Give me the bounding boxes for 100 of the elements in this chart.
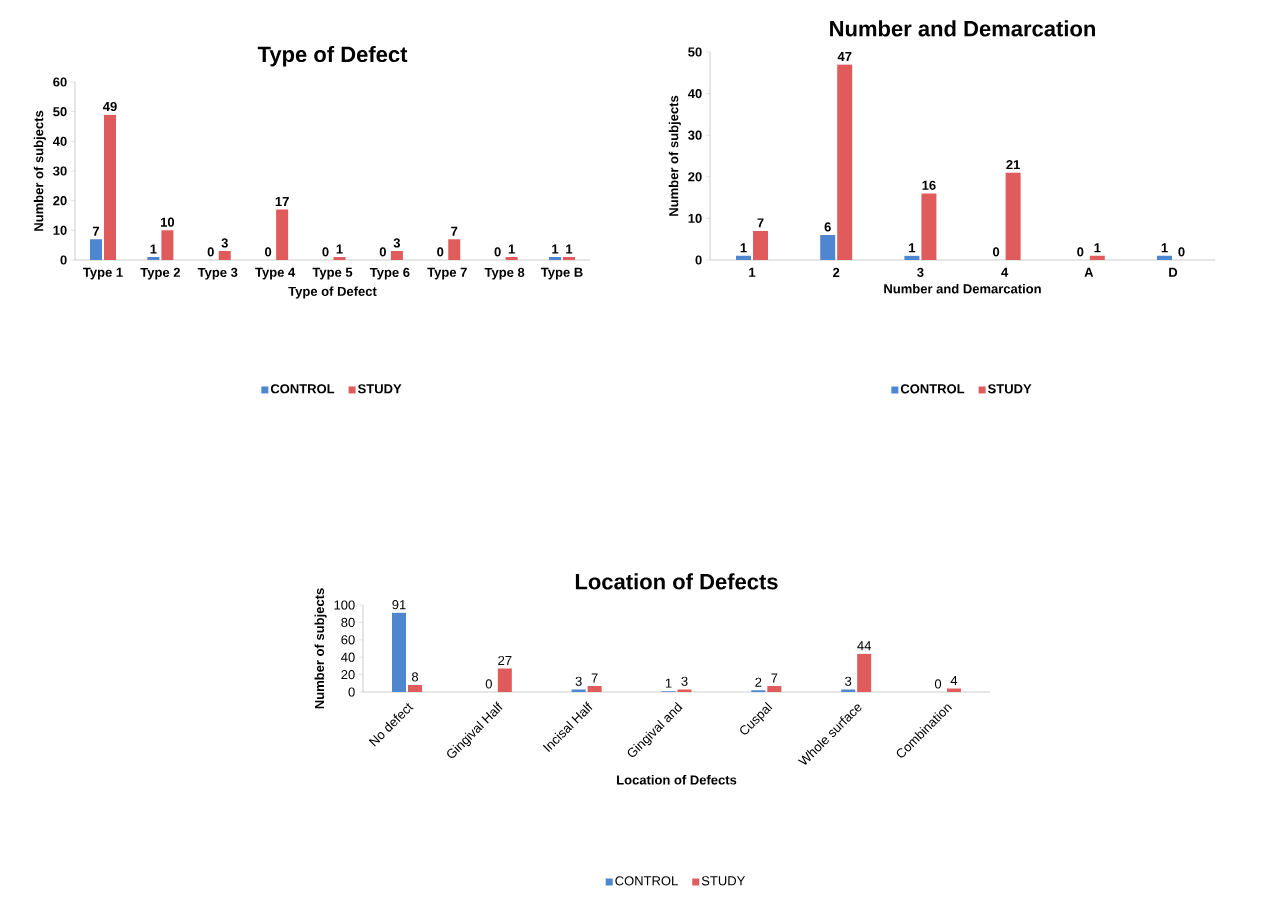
bar <box>549 257 562 260</box>
data-label: 1 <box>1161 243 1168 253</box>
data-label: 7 <box>757 218 764 228</box>
y-axis-title: Number of subjects <box>314 588 327 709</box>
data-label: 0 <box>207 247 214 257</box>
data-label: 21 <box>1006 160 1020 170</box>
data-label: 0 <box>934 679 942 689</box>
data-label: 1 <box>740 243 747 253</box>
y-tick-label: 100 <box>334 600 355 610</box>
y-axis-title: Number of subjects <box>33 110 46 231</box>
data-label: 0 <box>1178 247 1185 257</box>
bar <box>571 689 586 692</box>
data-label: 47 <box>837 52 852 61</box>
bar <box>390 251 403 260</box>
data-label: 7 <box>92 226 100 236</box>
bar <box>276 209 289 260</box>
y-tick-label: 10 <box>53 225 67 235</box>
legend-label: CONTROL <box>900 384 965 394</box>
data-label: 10 <box>160 217 175 227</box>
bar <box>218 251 231 260</box>
data-label: 44 <box>857 641 872 651</box>
y-tick-label: 60 <box>53 77 67 87</box>
data-label: 3 <box>393 238 401 248</box>
y-tick-label: 40 <box>687 89 702 99</box>
x-tick-label: Type 3 <box>197 267 238 280</box>
x-axis-title: Number and Demarcation <box>884 283 1041 294</box>
bar <box>904 255 920 260</box>
y-tick-label: 30 <box>53 166 67 176</box>
y-tick-label: 20 <box>341 670 355 680</box>
legend-label: STUDY <box>357 384 402 394</box>
y-axis-title: Number of subjects <box>668 95 681 216</box>
data-label: 16 <box>922 180 936 190</box>
bar <box>161 230 174 260</box>
bar <box>841 689 856 692</box>
y-tick-label: 50 <box>53 107 67 117</box>
x-axis-title: Type of Defect <box>288 286 377 299</box>
data-label: 3 <box>845 676 852 686</box>
bar <box>767 685 782 692</box>
y-tick-label: 40 <box>52 136 67 146</box>
chart-title: Type of Defect <box>257 45 408 67</box>
x-tick-label: Type B <box>540 267 583 280</box>
bar <box>90 239 103 260</box>
data-label: 0 <box>265 247 272 257</box>
bar <box>753 230 769 260</box>
data-label: 49 <box>102 101 117 112</box>
bar <box>921 193 937 260</box>
chart-title: Location of Defects <box>575 573 778 590</box>
y-tick-label: 10 <box>688 213 702 223</box>
data-label: 1 <box>566 244 573 254</box>
y-tick-label: 60 <box>341 635 355 645</box>
x-tick-label: 3 <box>917 267 924 278</box>
legend-label: CONTROL <box>615 876 678 886</box>
bar <box>1005 172 1021 260</box>
bar <box>677 689 692 692</box>
data-label: 27 <box>498 655 512 665</box>
y-tick-label: 40 <box>341 652 355 662</box>
x-tick-label: 1 <box>749 267 756 277</box>
x-tick-label: Type 6 <box>369 267 410 280</box>
data-label: 3 <box>575 676 582 686</box>
data-label: 1 <box>909 243 916 253</box>
data-label: 0 <box>322 247 329 257</box>
x-tick-label: Type 1 <box>83 267 123 280</box>
data-label: 7 <box>771 673 778 683</box>
bar <box>392 612 406 692</box>
bar <box>587 685 602 692</box>
data-label: 17 <box>275 197 289 207</box>
y-tick-label: 20 <box>53 196 67 206</box>
legend-label: CONTROL <box>270 384 335 394</box>
bar <box>505 257 518 260</box>
y-tick-label: 50 <box>688 47 702 57</box>
data-label: 8 <box>411 672 419 682</box>
bar <box>333 257 346 260</box>
legend-label: STUDY <box>987 384 1032 394</box>
bar <box>736 255 752 260</box>
x-tick-label: 4 <box>1001 267 1009 277</box>
y-tick-label: 0 <box>695 255 702 265</box>
bar <box>837 64 853 260</box>
data-label: 1 <box>508 244 515 254</box>
data-label: 3 <box>681 676 688 686</box>
chart-title: Number and Demarcation <box>830 20 1095 37</box>
bar <box>820 235 836 260</box>
y-tick-label: 20 <box>688 172 702 182</box>
x-tick-label: Type 5 <box>312 267 353 280</box>
bar <box>104 114 117 260</box>
bar <box>1157 255 1173 260</box>
data-label: 4 <box>950 676 958 685</box>
x-tick-label: A <box>1084 267 1094 277</box>
data-label: 6 <box>824 222 831 232</box>
x-tick-label: Type 2 <box>140 267 180 280</box>
data-label: 0 <box>1077 247 1084 257</box>
y-tick-label: 30 <box>688 130 702 140</box>
data-label: 2 <box>755 677 762 687</box>
bar <box>448 239 461 260</box>
x-axis-title: Location of Defects <box>617 775 737 785</box>
data-label: 0 <box>485 679 492 689</box>
data-label: 7 <box>451 226 458 236</box>
data-label: 0 <box>993 247 1000 257</box>
data-label: 7 <box>591 673 598 683</box>
y-tick-label: 0 <box>60 255 67 265</box>
data-label: 1 <box>336 244 343 254</box>
